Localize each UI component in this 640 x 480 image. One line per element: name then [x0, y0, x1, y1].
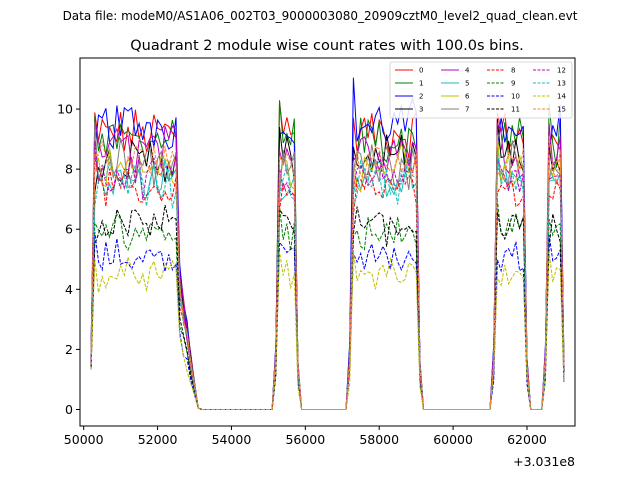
y-tick-label: 8 — [65, 162, 73, 177]
legend-label-15: 15 — [557, 106, 566, 114]
y-tick-label: 10 — [57, 102, 73, 117]
x-tick-label: 62000 — [507, 432, 547, 447]
legend-label-4: 4 — [465, 67, 470, 75]
y-tick-label: 0 — [65, 402, 73, 417]
legend-label-12: 12 — [557, 67, 566, 75]
series-line-15 — [90, 135, 565, 410]
legend-label-6: 6 — [465, 93, 470, 101]
y-axis: 0 2 4 6 8 10 — [57, 102, 80, 417]
chart-suptitle: Data file: modeM0/AS1A06_002T03_90000030… — [63, 9, 578, 23]
legend-label-13: 13 — [557, 80, 566, 88]
x-tick-label: 52000 — [138, 432, 178, 447]
legend-label-11: 11 — [511, 106, 520, 114]
legend-label-0: 0 — [419, 67, 423, 75]
legend-label-1: 1 — [419, 80, 423, 88]
legend-label-3: 3 — [419, 106, 423, 114]
axes-frame — [79, 57, 576, 427]
y-tick-label: 6 — [65, 222, 73, 237]
legend-label-7: 7 — [465, 106, 469, 114]
x-axis: 50000 52000 54000 56000 58000 60000 62000 — [64, 426, 547, 447]
legend-label-5: 5 — [465, 80, 469, 88]
legend-box — [389, 61, 573, 119]
x-tick-label: 54000 — [212, 432, 252, 447]
series-layer — [90, 77, 565, 410]
x-offset-label: +3.031e8 — [513, 454, 575, 469]
x-tick-label: 50000 — [64, 432, 104, 447]
x-tick-label: 56000 — [285, 432, 325, 447]
x-tick-label: 58000 — [359, 432, 399, 447]
legend-label-10: 10 — [511, 93, 520, 101]
x-tick-label: 60000 — [433, 432, 473, 447]
chart-title: Quadrant 2 module wise count rates with … — [130, 38, 524, 54]
series-line-14 — [90, 250, 565, 410]
y-tick-label: 2 — [65, 342, 73, 357]
y-tick-label: 4 — [65, 282, 73, 297]
legend-label-8: 8 — [511, 67, 515, 75]
plot-area: 50000 52000 54000 56000 58000 60000 62000 0 2 4 6… — [57, 57, 576, 447]
legend-label-9: 9 — [511, 80, 515, 88]
legend-label-14: 14 — [557, 93, 566, 101]
legend-label-2: 2 — [419, 93, 423, 101]
